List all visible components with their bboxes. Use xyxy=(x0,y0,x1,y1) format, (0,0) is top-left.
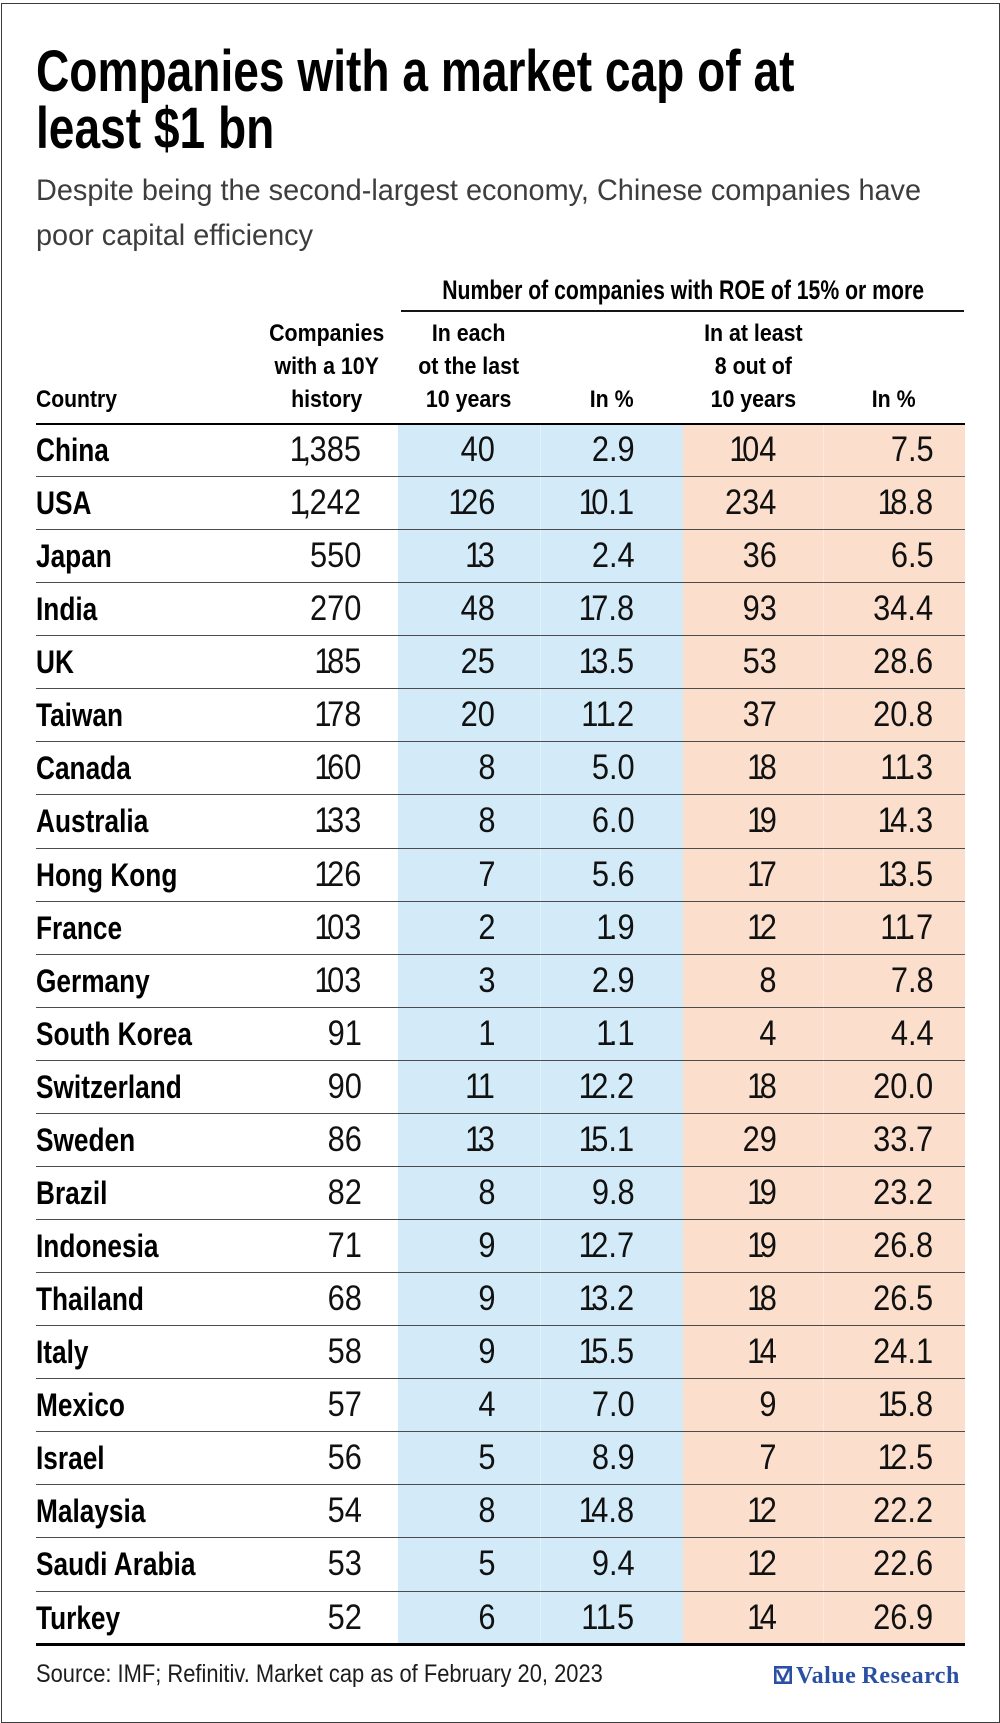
svg-text:Value Research: Value Research xyxy=(796,1663,960,1689)
